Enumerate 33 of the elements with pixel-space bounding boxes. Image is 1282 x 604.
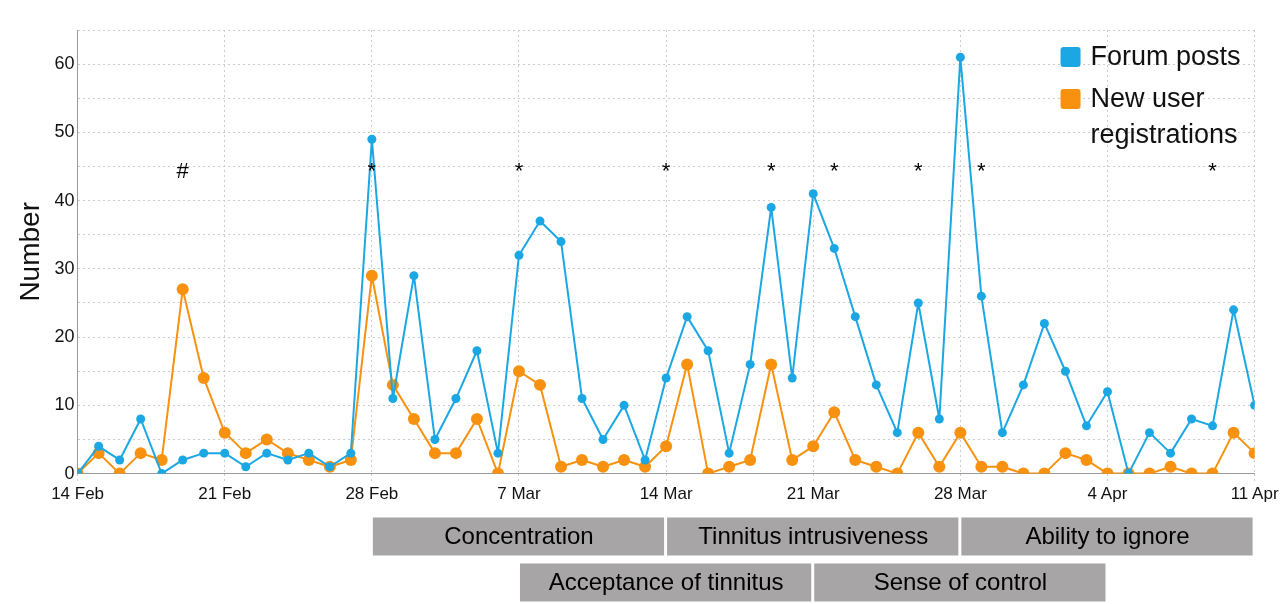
annotation: * — [514, 157, 524, 183]
x-tick-label: 21 Feb — [198, 484, 252, 504]
text: Concentration — [444, 522, 594, 550]
x-tick-label: 14 Mar — [639, 484, 693, 504]
y-tick-label: 30 — [54, 257, 75, 278]
annotation: * — [1208, 157, 1218, 183]
annotation: * — [661, 157, 671, 183]
annotation: # — [176, 157, 190, 183]
annotation: * — [829, 157, 839, 183]
x-tick-label: 7 Mar — [497, 484, 542, 504]
x-tick-label: 28 Feb — [345, 484, 399, 504]
x-tick-label: 21 Mar — [786, 484, 841, 504]
annotation: * — [766, 157, 776, 183]
legend-label: New user registrations — [1090, 83, 1238, 150]
annotation: * — [367, 157, 377, 183]
annotation: * — [977, 157, 987, 183]
y-axis-title: Number — [13, 202, 45, 302]
x-tick-label: 14 Feb — [51, 484, 105, 504]
y-tick-label: 10 — [54, 394, 75, 415]
annotation: * — [914, 157, 924, 183]
x-tick-label: 28 Mar — [933, 484, 988, 504]
text: Ability to ignore — [1025, 522, 1190, 550]
text: Tinnitus intrusiveness — [698, 522, 929, 550]
text: Acceptance of tinnitus — [548, 568, 784, 596]
x-tick-label: 4 Apr — [1087, 484, 1128, 504]
y-tick-label: 60 — [54, 53, 75, 74]
y-tick-label: 20 — [54, 326, 75, 347]
x-tick-label: 11 Apr — [1230, 484, 1279, 504]
legend-label: Forum posts — [1090, 41, 1241, 72]
y-tick-label: 40 — [54, 189, 75, 210]
y-tick-label: 0 — [64, 462, 75, 483]
y-tick-label: 50 — [54, 121, 75, 142]
text: Sense of control — [873, 568, 1048, 596]
